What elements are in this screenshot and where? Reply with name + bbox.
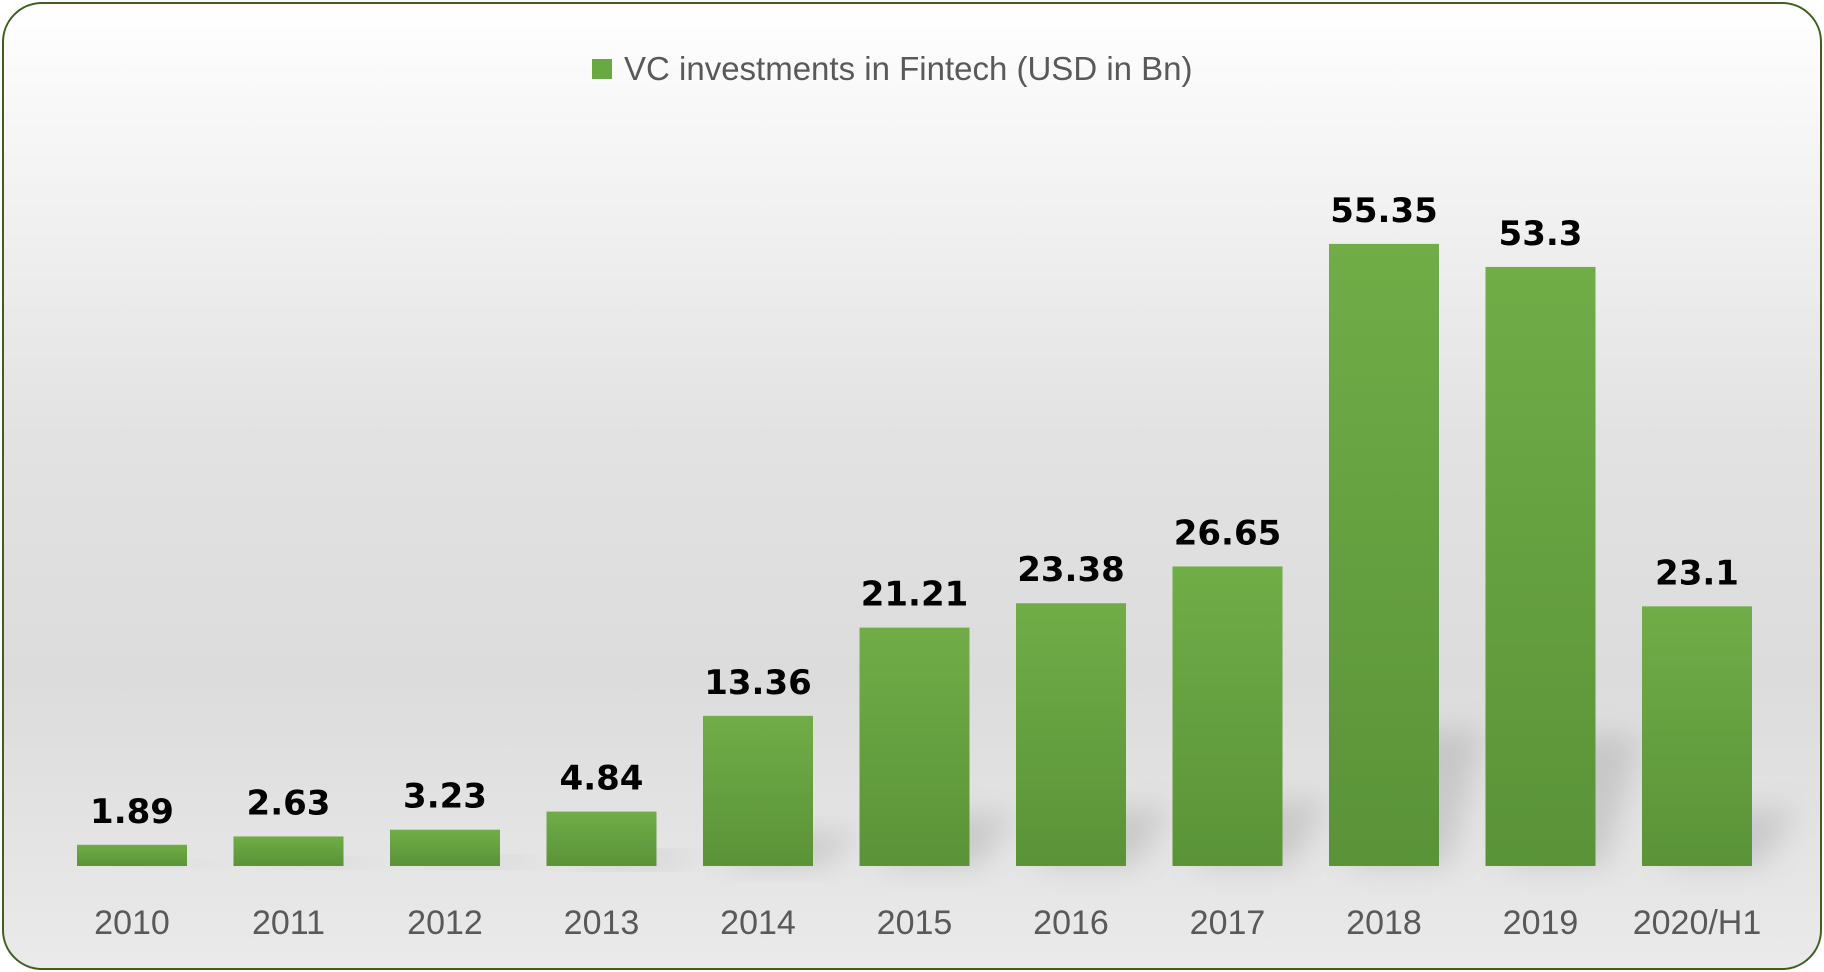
bar-2013 bbox=[546, 811, 657, 866]
x-tick-label: 2012 bbox=[407, 904, 483, 942]
data-label: 26.65 bbox=[1174, 513, 1282, 553]
x-tick-label: 2016 bbox=[1033, 904, 1109, 942]
data-label: 1.89 bbox=[90, 792, 174, 832]
data-label: 2.63 bbox=[247, 783, 331, 823]
x-tick-label: 2014 bbox=[720, 904, 796, 942]
data-label: 53.3 bbox=[1499, 214, 1583, 254]
x-tick-label: 2015 bbox=[877, 904, 953, 942]
bar-2017 bbox=[1172, 566, 1283, 866]
legend-label: VC investments in Fintech (USD in Bn) bbox=[624, 50, 1193, 87]
data-label: 23.1 bbox=[1655, 553, 1739, 593]
data-label: 21.21 bbox=[861, 575, 969, 615]
x-tick-label: 2019 bbox=[1503, 904, 1579, 942]
bar-2015 bbox=[859, 627, 970, 866]
x-tick-label: 2017 bbox=[1190, 904, 1266, 942]
data-labels: 1.89 2.63 3.23 4.84 13.36 21.21 23.38 26.65 55.3… bbox=[90, 191, 1739, 832]
x-tick-label: 2018 bbox=[1346, 904, 1422, 942]
data-label: 4.84 bbox=[560, 759, 644, 799]
bar-chart: 1.89 2.63 3.23 4.84 13.36 21.21 23.38 26.65 55.3… bbox=[77, 191, 1797, 942]
bar-2012 bbox=[390, 829, 500, 866]
data-label: 3.23 bbox=[403, 777, 487, 817]
legend: VC investments in Fintech (USD in Bn) bbox=[592, 50, 1193, 88]
data-label: 55.35 bbox=[1330, 191, 1438, 231]
x-tick-label: 2020/H1 bbox=[1633, 904, 1762, 942]
x-axis-tick-labels: 2010 2011 2012 2013 2014 2015 2016 2017 2018 2019… bbox=[94, 904, 1761, 942]
bar-2019 bbox=[1485, 266, 1596, 867]
bar-2011 bbox=[233, 836, 344, 866]
bar-2010 bbox=[77, 844, 187, 866]
data-label: 23.38 bbox=[1017, 550, 1125, 590]
bar-2018 bbox=[1329, 243, 1439, 866]
bar-2016 bbox=[1016, 603, 1126, 866]
bar-2020-h1 bbox=[1642, 606, 1752, 866]
x-tick-label: 2011 bbox=[252, 904, 325, 942]
legend-swatch bbox=[592, 59, 612, 79]
x-tick-label: 2013 bbox=[564, 904, 640, 942]
bars bbox=[77, 243, 1752, 867]
x-tick-label: 2010 bbox=[94, 904, 170, 942]
data-label: 13.36 bbox=[704, 663, 812, 703]
bar-2014 bbox=[703, 715, 813, 866]
